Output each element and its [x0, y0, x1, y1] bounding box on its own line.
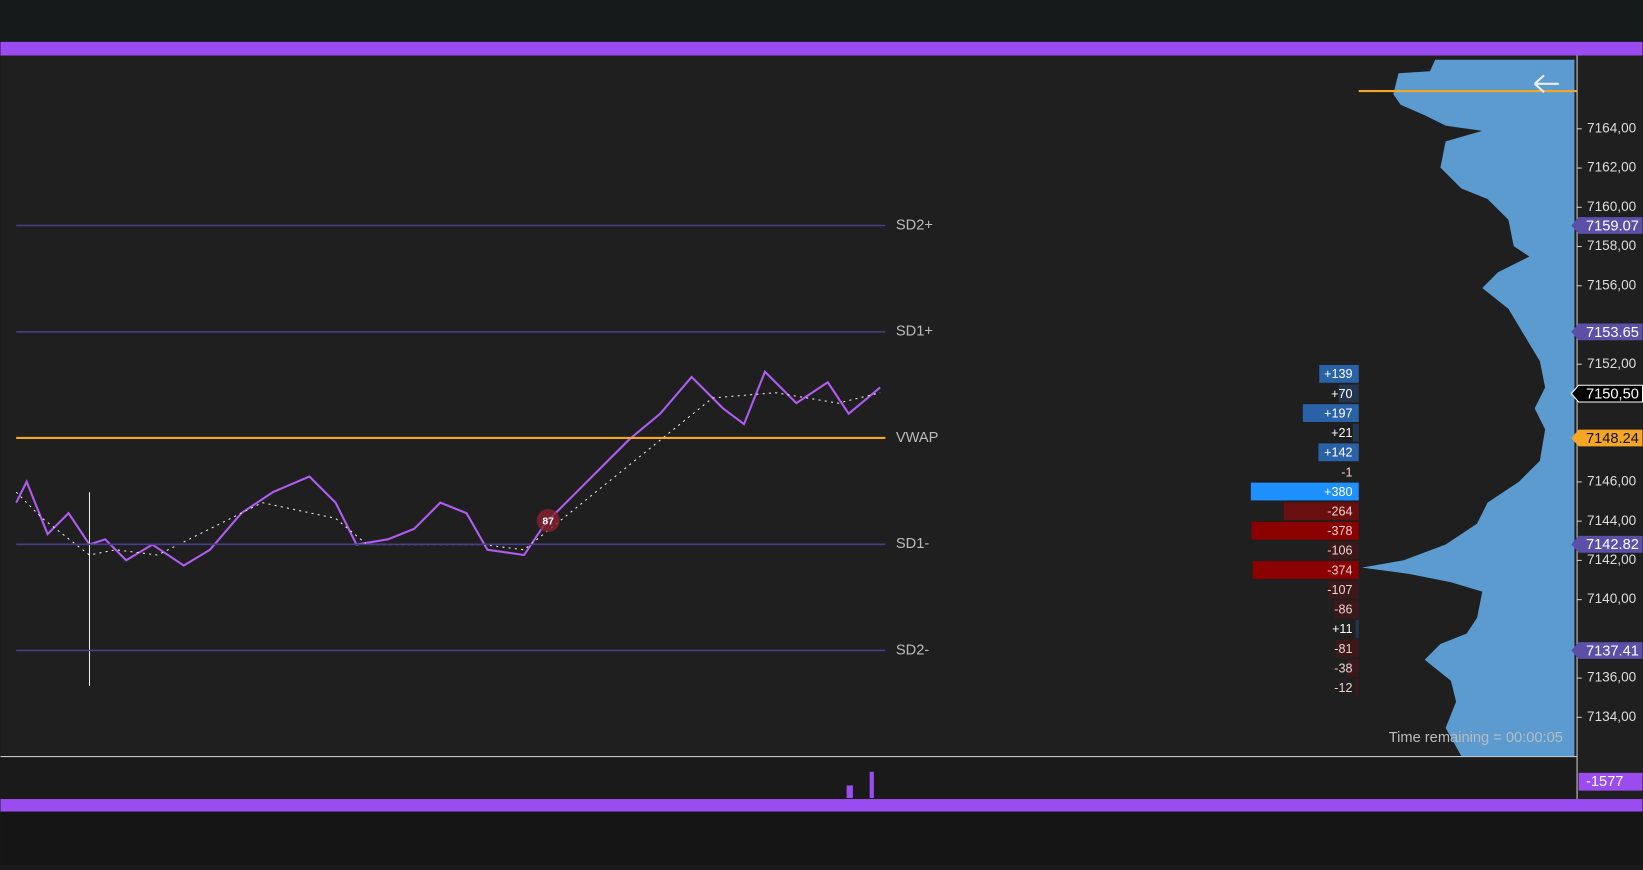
delta-label: +139 [1324, 367, 1352, 381]
delta-label: -38 [1334, 661, 1352, 675]
delta-label: -81 [1334, 642, 1352, 656]
delta-label: -106 [1327, 544, 1352, 558]
band-label: SD1- [896, 536, 930, 552]
axis-tick-label: 7144,00 [1587, 513, 1637, 528]
bottom-border [0, 799, 1642, 812]
price-marker-label: 7153.65 [1586, 325, 1639, 341]
indicator-bar [870, 772, 874, 798]
delta-label: +21 [1331, 426, 1352, 440]
axis-tick-label: 7158,00 [1587, 238, 1637, 253]
price-marker-label: 7148.24 [1586, 431, 1639, 447]
delta-label: +142 [1324, 446, 1352, 460]
axis-tick-label: 7146,00 [1587, 474, 1637, 489]
delta-label: -1 [1341, 465, 1352, 479]
axis-tick-label: 7136,00 [1587, 670, 1637, 685]
delta-label: -12 [1334, 681, 1352, 695]
delta-label: +380 [1324, 485, 1352, 499]
indicator-label: -1577 [1586, 774, 1624, 790]
indicator-bar [847, 785, 853, 798]
delta-bar [1353, 424, 1359, 442]
delta-bar [1356, 620, 1359, 638]
delta-label: +70 [1331, 387, 1352, 401]
axis-tick-label: 7160,00 [1587, 199, 1637, 214]
delta-label: -374 [1327, 563, 1352, 577]
bottom-strip [0, 812, 1642, 865]
delta-label: -264 [1327, 505, 1352, 519]
time-remaining: Time remaining = 00:00:05 [1389, 730, 1563, 746]
last-price-marker-label: 7150,50 [1586, 387, 1639, 403]
axis-tick-label: 7152,00 [1587, 356, 1637, 371]
delta-label: -378 [1327, 524, 1352, 538]
band-label: SD2+ [896, 217, 933, 233]
axis-tick-label: 7134,00 [1587, 709, 1637, 724]
indicator-pane [0, 757, 1642, 799]
price-marker-label: 7159.07 [1586, 218, 1639, 234]
axis-tick-label: 7142,00 [1587, 552, 1637, 567]
band-label: VWAP [896, 430, 939, 446]
band-label: SD2- [896, 642, 930, 658]
delta-label: +11 [1332, 622, 1352, 636]
axis-tick-label: 7140,00 [1587, 591, 1637, 606]
price-marker-label: 7137.41 [1586, 643, 1639, 659]
top-border [0, 42, 1642, 56]
axis-tick-label: 7162,00 [1587, 160, 1637, 175]
delta-label: -86 [1334, 603, 1352, 617]
top-strip [0, 0, 1642, 42]
axis-tick-label: 7164,00 [1587, 120, 1637, 135]
delta-label: -107 [1327, 583, 1352, 597]
band-label: SD1+ [896, 324, 933, 340]
delta-bar [1355, 679, 1358, 697]
axis-tick-label: 7156,00 [1587, 277, 1637, 292]
delta-label: +197 [1324, 406, 1352, 420]
badge-text: 87 [542, 516, 554, 527]
chart-area [0, 56, 1642, 758]
price-marker-label: 7142.82 [1586, 537, 1639, 553]
